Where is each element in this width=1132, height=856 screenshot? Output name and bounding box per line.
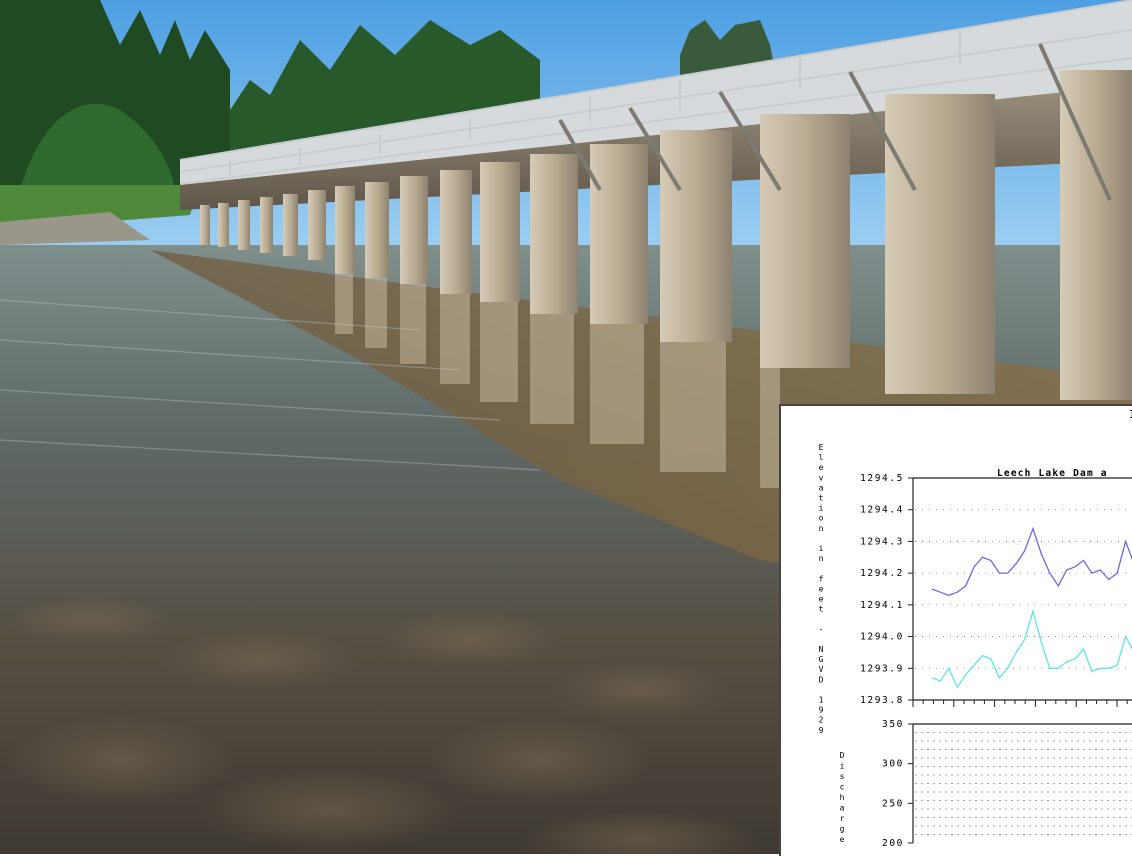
axis-label-char: 1 xyxy=(819,696,824,705)
axis-label-char: V xyxy=(819,665,824,674)
y-tick-label: 350 xyxy=(882,719,904,730)
elevation-plot: 1294.5 1294.4 1294.3 1294.2 1294.1 1294.0 1293… xyxy=(860,473,1132,707)
y-tick-label: 1294.1 xyxy=(860,600,904,611)
axis-label-char: n xyxy=(819,554,824,563)
y-tick-label: 1294.3 xyxy=(860,536,904,547)
axis-label-char: i xyxy=(819,504,824,513)
axis-label-char: c xyxy=(840,783,845,792)
axis-label-char: h xyxy=(840,793,845,802)
y-tick-label: 1294.0 xyxy=(860,632,904,643)
axis-label-char: t xyxy=(819,605,824,614)
axis-label-char: - xyxy=(819,625,824,634)
axis-label-char: e xyxy=(819,463,824,472)
axis-label-char: D xyxy=(840,751,845,760)
axis-label-char: s xyxy=(840,772,845,781)
axis-label-char: D xyxy=(819,675,824,684)
discharge-plot: 350 300 250 200 xyxy=(882,719,1132,849)
axis-label-char: t xyxy=(819,494,824,503)
axis-label-char: 2 xyxy=(819,716,824,725)
axis-label-char: i xyxy=(819,544,824,553)
chart-corner-label: I xyxy=(1129,408,1132,421)
series-line-1 xyxy=(931,526,1132,596)
y-tick-label: 250 xyxy=(882,798,904,809)
y-tick-label: 1293.9 xyxy=(860,663,904,674)
axis-label-char: l xyxy=(819,453,824,462)
y-tick-label: 300 xyxy=(882,759,904,770)
axis-label-char: 9 xyxy=(819,726,824,735)
axis-label-char: g xyxy=(840,825,845,834)
y-tick-label: 1294.4 xyxy=(860,505,904,516)
axis-label-char: f xyxy=(819,574,824,583)
chart-title: Leech Lake Dam a xyxy=(997,468,1108,479)
bottom-y-axis-label: Dischargei xyxy=(840,751,845,844)
y-tick-label: 1294.5 xyxy=(860,473,904,484)
axis-label-char: n xyxy=(819,524,824,533)
axis-label-char: 9 xyxy=(819,706,824,715)
axis-label-char: r xyxy=(840,814,845,823)
y-tick-label: 200 xyxy=(882,838,904,849)
axis-label-char: o xyxy=(819,514,824,523)
axis-label-char: G xyxy=(819,655,824,664)
y-tick-label: 1294.2 xyxy=(860,568,904,579)
axis-label-char: i xyxy=(840,762,845,771)
axis-label-char: E xyxy=(819,443,824,452)
axis-label-char: e xyxy=(840,835,845,844)
dam-piers xyxy=(200,70,1132,400)
axis-label-char: e xyxy=(819,595,824,604)
axis-label-char: a xyxy=(840,804,845,813)
walkway-railing xyxy=(179,0,1132,185)
axis-label-char: a xyxy=(819,483,824,492)
series-line-2 xyxy=(931,608,1132,689)
chart-inset: I Leech Lake Dam a Elevationinfeet-NGVD1… xyxy=(779,404,1132,856)
axis-label-char: v xyxy=(819,473,824,482)
submerged-rocks xyxy=(10,598,760,854)
axis-label-char: e xyxy=(819,584,824,593)
y-tick-label: 1293.8 xyxy=(860,695,904,706)
axis-label-char: N xyxy=(819,645,824,654)
